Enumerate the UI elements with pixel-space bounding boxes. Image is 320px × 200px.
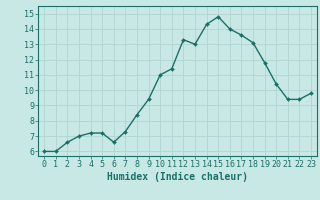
X-axis label: Humidex (Indice chaleur): Humidex (Indice chaleur) <box>107 172 248 182</box>
